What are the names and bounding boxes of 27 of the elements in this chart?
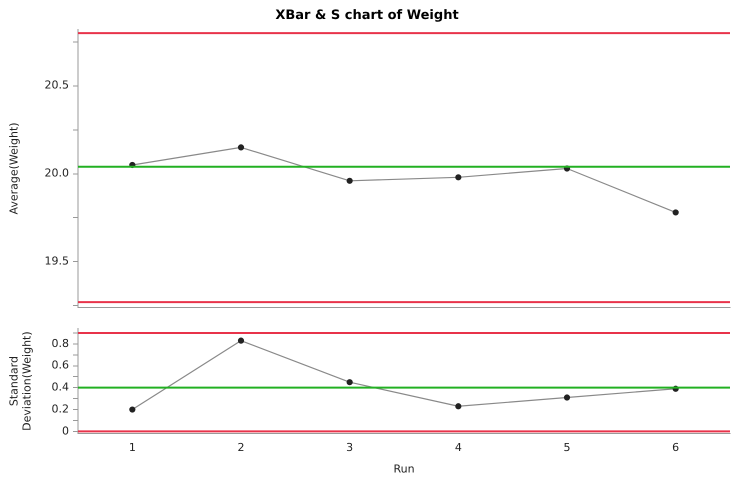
y-tick-label: 20.5 [44,78,69,92]
x-tick-label: 3 [346,441,354,454]
chart-title: XBar & S chart of Weight [275,8,459,24]
y-tick-label: 0.6 [52,358,69,372]
y-tick-label: 0 [62,424,69,438]
x-axis-title: Run [393,462,415,476]
y-axis-title: Standard Deviation(Weight) [7,331,34,431]
y-tick-label: 19.5 [44,254,69,268]
x-tick-label: 1 [128,441,136,454]
x-tick-label: 2 [238,441,244,454]
y-tick-label: 0.8 [52,336,69,350]
point [564,394,570,401]
point [672,209,679,216]
point [346,379,353,386]
x-tick-label: 5 [564,441,570,454]
point [129,406,136,413]
y-tick-label: 20.0 [44,166,69,180]
point [346,178,353,184]
y-tick-label: 0.4 [52,380,69,394]
x-tick-label: 4 [454,441,462,454]
point [455,174,462,180]
x-tick-label: 6 [672,441,680,454]
point [238,338,244,344]
point [238,144,244,150]
y-tick-label: 0.2 [52,402,69,416]
y-axis-title: Average(Weight) [7,122,20,215]
point [455,403,462,410]
